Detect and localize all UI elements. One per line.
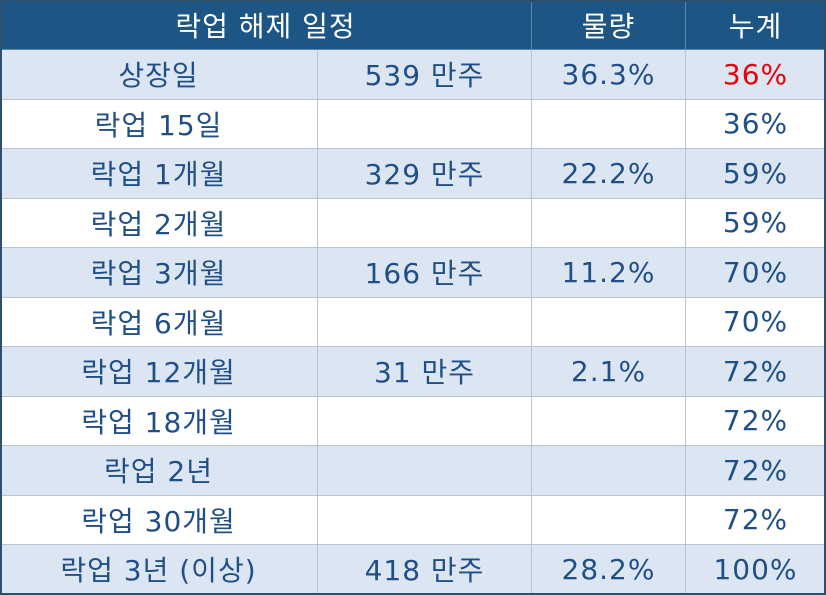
table-cell: 72%: [686, 347, 826, 397]
table-cell: [532, 446, 686, 496]
table-cell: 70%: [686, 248, 826, 298]
table-cell: 72%: [686, 495, 826, 545]
table-cell: 36%: [686, 99, 826, 149]
table-cell: [318, 99, 532, 149]
table-cell: 36.3%: [532, 50, 686, 100]
table-cell: 락업 18개월: [0, 396, 318, 446]
table-cell: [318, 396, 532, 446]
table-cell: 락업 2개월: [0, 198, 318, 248]
table-cell: 락업 12개월: [0, 347, 318, 397]
table-cell: 28.2%: [532, 545, 686, 595]
table-cell: 418 만주: [318, 545, 532, 595]
table-cell: 539 만주: [318, 50, 532, 100]
table-cell: [532, 297, 686, 347]
table-cell: 락업 6개월: [0, 297, 318, 347]
table-cell: 상장일: [0, 50, 318, 100]
table-cell: 166 만주: [318, 248, 532, 298]
table-cell: 22.2%: [532, 149, 686, 199]
header-cell: 물량: [532, 0, 686, 50]
table-cell: 72%: [686, 396, 826, 446]
table-cell: 락업 2년: [0, 446, 318, 496]
table-cell: [318, 198, 532, 248]
table-cell: 락업 3년 (이상): [0, 545, 318, 595]
table-cell: [532, 495, 686, 545]
table-cell: 59%: [686, 149, 826, 199]
table-cell: 70%: [686, 297, 826, 347]
table-cell: [532, 198, 686, 248]
header-cell: 락업 해제 일정: [0, 0, 532, 50]
table-cell: [532, 99, 686, 149]
table-cell: 2.1%: [532, 347, 686, 397]
table-cell: 31 만주: [318, 347, 532, 397]
table-cell: 59%: [686, 198, 826, 248]
table-cell: 36%: [686, 50, 826, 100]
table-cell: [318, 446, 532, 496]
table-cell: [318, 297, 532, 347]
table-cell: 72%: [686, 446, 826, 496]
table-cell: 락업 30개월: [0, 495, 318, 545]
table-cell: 100%: [686, 545, 826, 595]
table-cell: [532, 396, 686, 446]
table-cell: 락업 1개월: [0, 149, 318, 199]
table-cell: 락업 15일: [0, 99, 318, 149]
table-cell: [318, 495, 532, 545]
table-cell: 락업 3개월: [0, 248, 318, 298]
table-cell: 329 만주: [318, 149, 532, 199]
header-cell: 누계: [686, 0, 826, 50]
table-cell: 11.2%: [532, 248, 686, 298]
